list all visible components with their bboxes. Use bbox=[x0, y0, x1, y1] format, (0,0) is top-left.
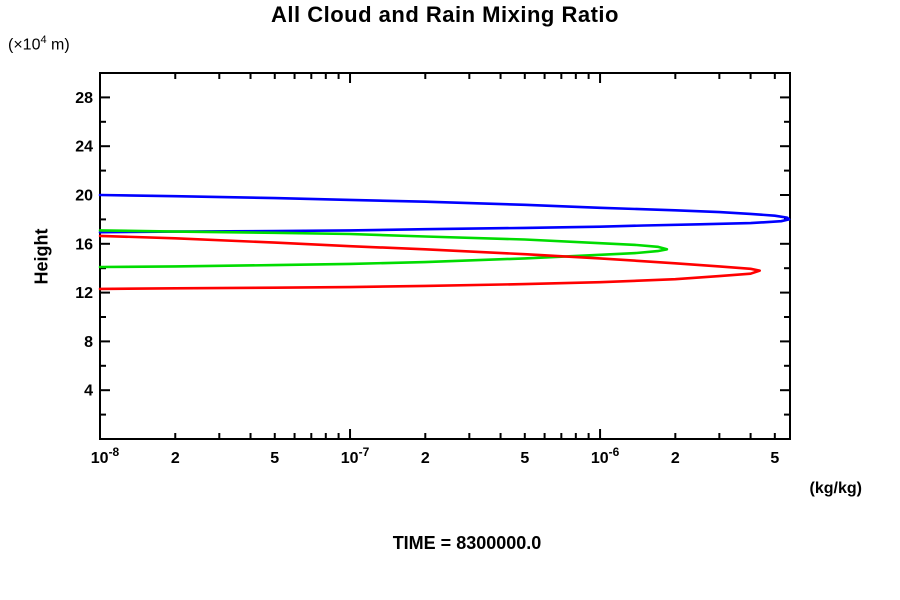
x-axis-unit: (kg/kg) bbox=[809, 480, 862, 497]
x-tick-label: 2 bbox=[171, 450, 180, 467]
time-label: TIME = 8300000.0 bbox=[392, 533, 542, 553]
y-tick-label: 28 bbox=[75, 90, 93, 107]
y-tick-label: 20 bbox=[75, 188, 93, 205]
plot-frame bbox=[99, 72, 791, 440]
chart-title: All Cloud and Rain Mixing Ratio bbox=[271, 2, 619, 27]
y-tick-label: 8 bbox=[84, 334, 93, 351]
red-profile bbox=[98, 234, 762, 291]
x-tick-label: 10-7 bbox=[341, 445, 370, 467]
x-tick-label: 10-8 bbox=[91, 445, 120, 467]
green-profile bbox=[98, 229, 669, 269]
y-axis-unit-exponent: 4 bbox=[40, 34, 47, 46]
y-axis-unit-suffix: m) bbox=[46, 36, 70, 54]
y-tick-label: 16 bbox=[75, 236, 93, 253]
x-tick-label: 10-6 bbox=[591, 445, 620, 467]
x-tick-label: 2 bbox=[421, 450, 430, 467]
x-tick-label: 2 bbox=[671, 450, 680, 467]
y-tick-label: 24 bbox=[75, 139, 93, 156]
y-axis-unit: (×104 m) bbox=[8, 34, 70, 54]
x-tick-label: 5 bbox=[770, 450, 779, 467]
x-tick-label: 5 bbox=[270, 450, 279, 467]
blue-profile bbox=[98, 193, 791, 234]
y-tick-label: 12 bbox=[75, 285, 93, 302]
y-tick-label: 4 bbox=[84, 383, 93, 400]
y-axis-unit-prefix: (×10 bbox=[8, 36, 41, 54]
x-tick-label: 5 bbox=[520, 450, 529, 467]
